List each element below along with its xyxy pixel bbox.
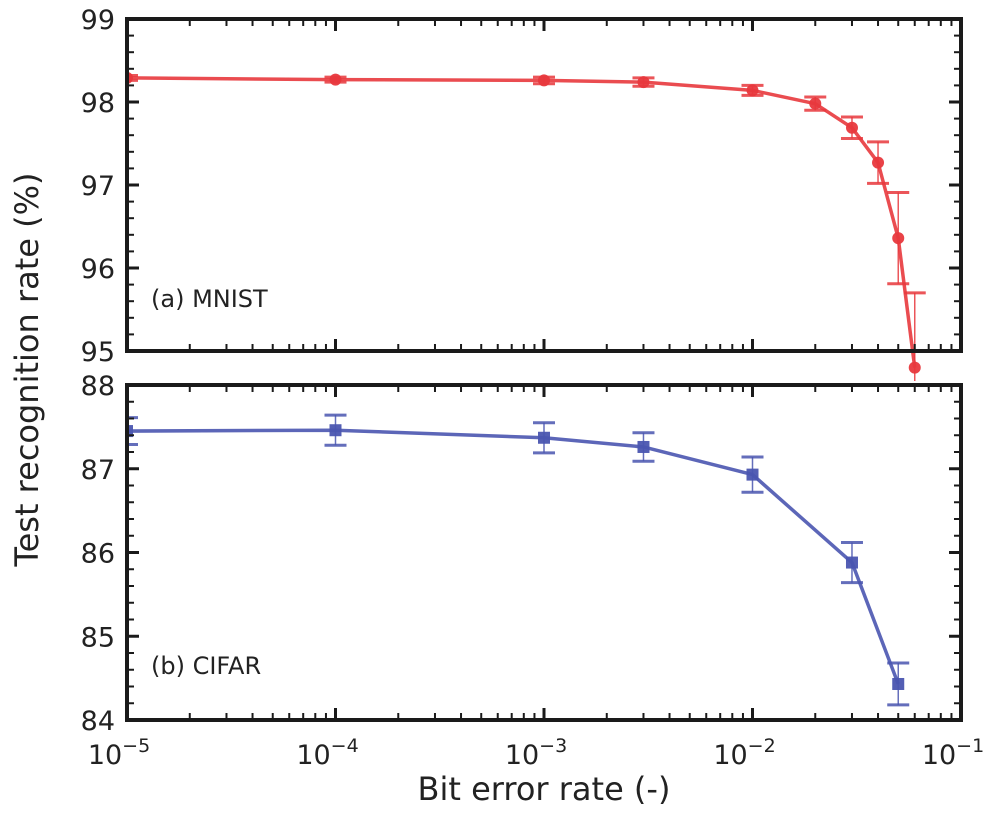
y-tick-label: 85 [81, 622, 115, 653]
x-tick-label: 10−2 [713, 735, 775, 771]
cifar-axes-frame [125, 383, 963, 722]
x-tick-label: 10−1 [922, 735, 984, 771]
data-point-marker [746, 84, 759, 97]
y-tick-label: 97 [81, 171, 115, 202]
data-point-marker [329, 424, 342, 437]
mnist-line [127, 76, 917, 368]
data-point-marker [809, 97, 822, 110]
y-tick-label: 86 [81, 539, 115, 570]
y-tick-label: 99 [81, 5, 115, 36]
panel-mnist: 95 96 97 98 99 (a) MNIST [81, 5, 963, 381]
cifar-panel-label: (b) CIFAR [151, 652, 261, 680]
y-tick-label: 87 [81, 455, 115, 486]
mnist-panel-label: (a) MNIST [151, 285, 268, 313]
cifar-line [127, 428, 900, 685]
y-tick-label: 96 [81, 254, 115, 285]
y-tick-label: 84 [81, 706, 115, 737]
y-tick-label: 88 [81, 371, 115, 402]
x-axis-title: Bit error rate (-) [418, 770, 671, 808]
data-point-marker [637, 440, 650, 453]
data-point-marker [908, 361, 921, 374]
x-tick-labels: 10−5 10−4 10−3 10−2 10−1 [88, 735, 984, 771]
mnist-series-layer [127, 71, 926, 381]
cifar-series-layer [127, 413, 910, 707]
y-tick-label: 95 [81, 337, 115, 368]
data-point-marker [637, 76, 650, 89]
data-point-marker [872, 156, 885, 169]
mnist-axes-frame [125, 17, 963, 353]
x-tick-label: 10−4 [296, 735, 358, 771]
data-point-marker [538, 431, 550, 444]
cifar-y-tick-labels: 84 85 86 87 88 [81, 371, 115, 737]
data-point-marker [892, 677, 905, 690]
y-axis-title: Test recognition rate (%) [8, 173, 46, 568]
x-tick-label: 10−5 [88, 735, 150, 771]
data-point-marker [845, 121, 858, 134]
mnist-y-tick-labels: 95 96 97 98 99 [81, 5, 115, 368]
data-point-marker [746, 468, 759, 481]
data-point-marker [329, 73, 342, 86]
data-point-marker [892, 232, 905, 245]
y-tick-label: 98 [81, 88, 115, 119]
panel-cifar: 84 85 86 87 88 (b) CIFAR [81, 371, 963, 737]
x-tick-label: 10−3 [505, 735, 567, 771]
data-point-marker [538, 74, 550, 87]
data-point-marker [127, 425, 133, 438]
data-point-marker [845, 556, 858, 569]
